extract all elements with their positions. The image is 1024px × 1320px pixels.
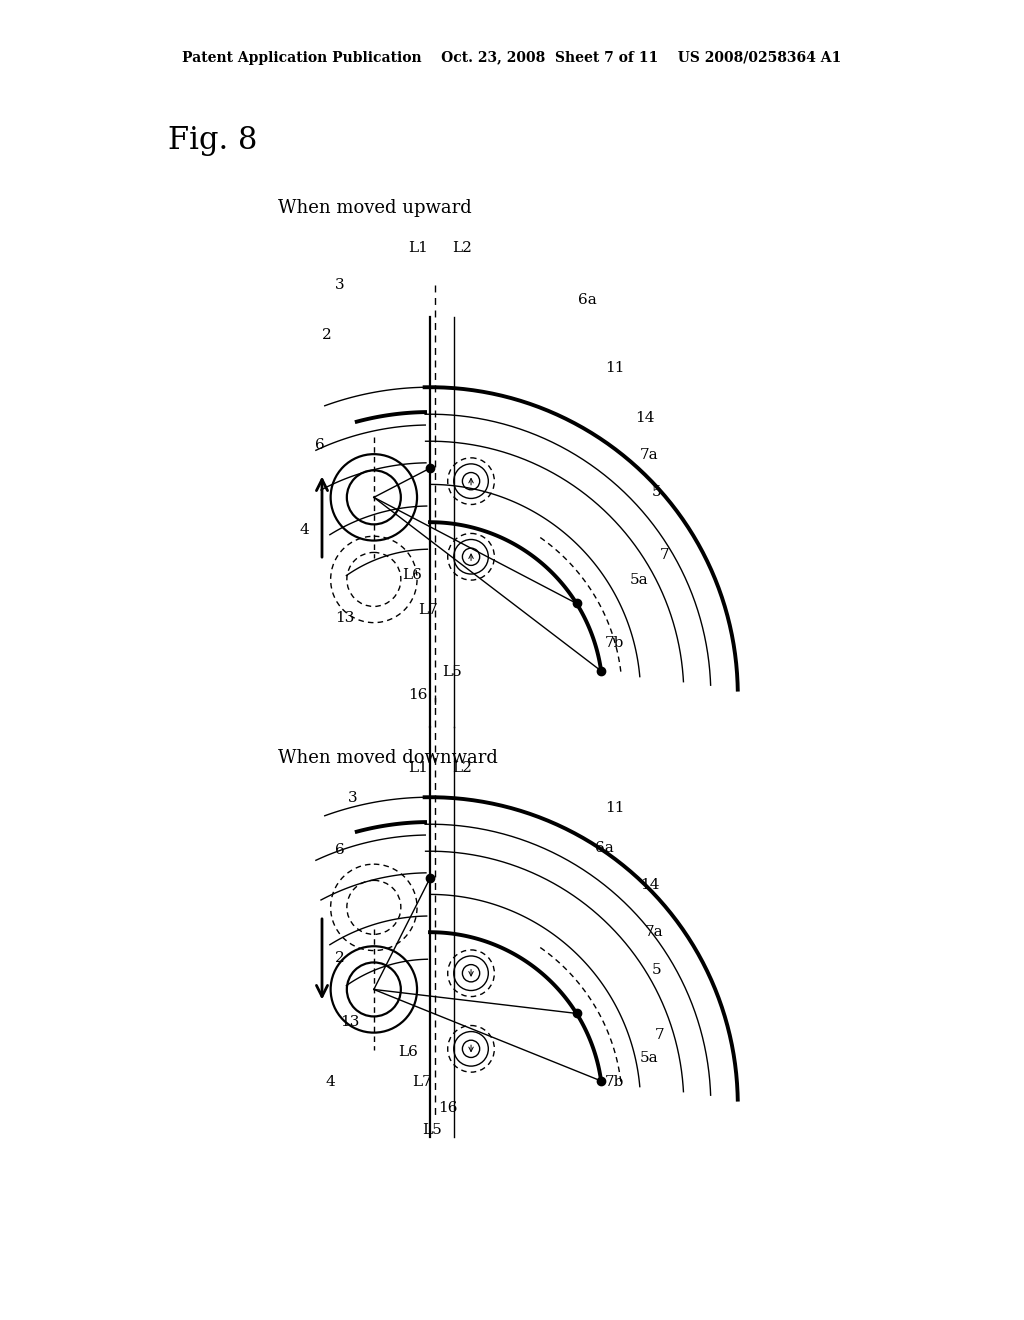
Text: 7: 7 (655, 1028, 665, 1041)
Text: L6: L6 (398, 1045, 418, 1059)
Text: 7b: 7b (605, 1074, 625, 1089)
Text: 3: 3 (348, 791, 357, 805)
Text: 4: 4 (300, 523, 309, 537)
Text: 5: 5 (652, 964, 662, 977)
Text: 5a: 5a (640, 1051, 658, 1065)
Text: 11: 11 (605, 360, 625, 375)
Text: 7: 7 (660, 548, 670, 562)
Text: 14: 14 (640, 878, 659, 892)
Text: L2: L2 (452, 242, 472, 255)
Text: 6: 6 (315, 438, 325, 451)
Text: When moved upward: When moved upward (278, 199, 472, 216)
Text: 6a: 6a (578, 293, 597, 308)
Text: 7a: 7a (645, 925, 664, 939)
Text: L1: L1 (408, 242, 428, 255)
Text: 13: 13 (340, 1015, 359, 1030)
Text: When moved downward: When moved downward (278, 748, 498, 767)
Text: 2: 2 (322, 327, 332, 342)
Text: 11: 11 (605, 801, 625, 814)
Text: 6a: 6a (595, 841, 613, 855)
Text: 14: 14 (635, 411, 654, 425)
Text: L2: L2 (452, 762, 472, 775)
Text: 5a: 5a (630, 573, 648, 587)
Text: 4: 4 (325, 1074, 335, 1089)
Text: Patent Application Publication    Oct. 23, 2008  Sheet 7 of 11    US 2008/025836: Patent Application Publication Oct. 23, … (182, 51, 842, 65)
Text: 16: 16 (408, 688, 427, 702)
Text: L7: L7 (418, 603, 437, 616)
Text: L6: L6 (402, 568, 422, 582)
Text: L5: L5 (442, 665, 462, 678)
Text: 13: 13 (335, 611, 354, 624)
Text: 7b: 7b (605, 636, 625, 649)
Text: 6: 6 (335, 843, 345, 857)
Text: 5: 5 (652, 484, 662, 499)
Text: 16: 16 (438, 1101, 458, 1115)
Text: 3: 3 (335, 279, 345, 292)
Text: 7a: 7a (640, 447, 658, 462)
Text: Fig. 8: Fig. 8 (168, 124, 257, 156)
Text: L7: L7 (412, 1074, 432, 1089)
Text: L1: L1 (408, 762, 428, 775)
Text: L5: L5 (422, 1123, 442, 1137)
Text: 2: 2 (335, 950, 345, 965)
